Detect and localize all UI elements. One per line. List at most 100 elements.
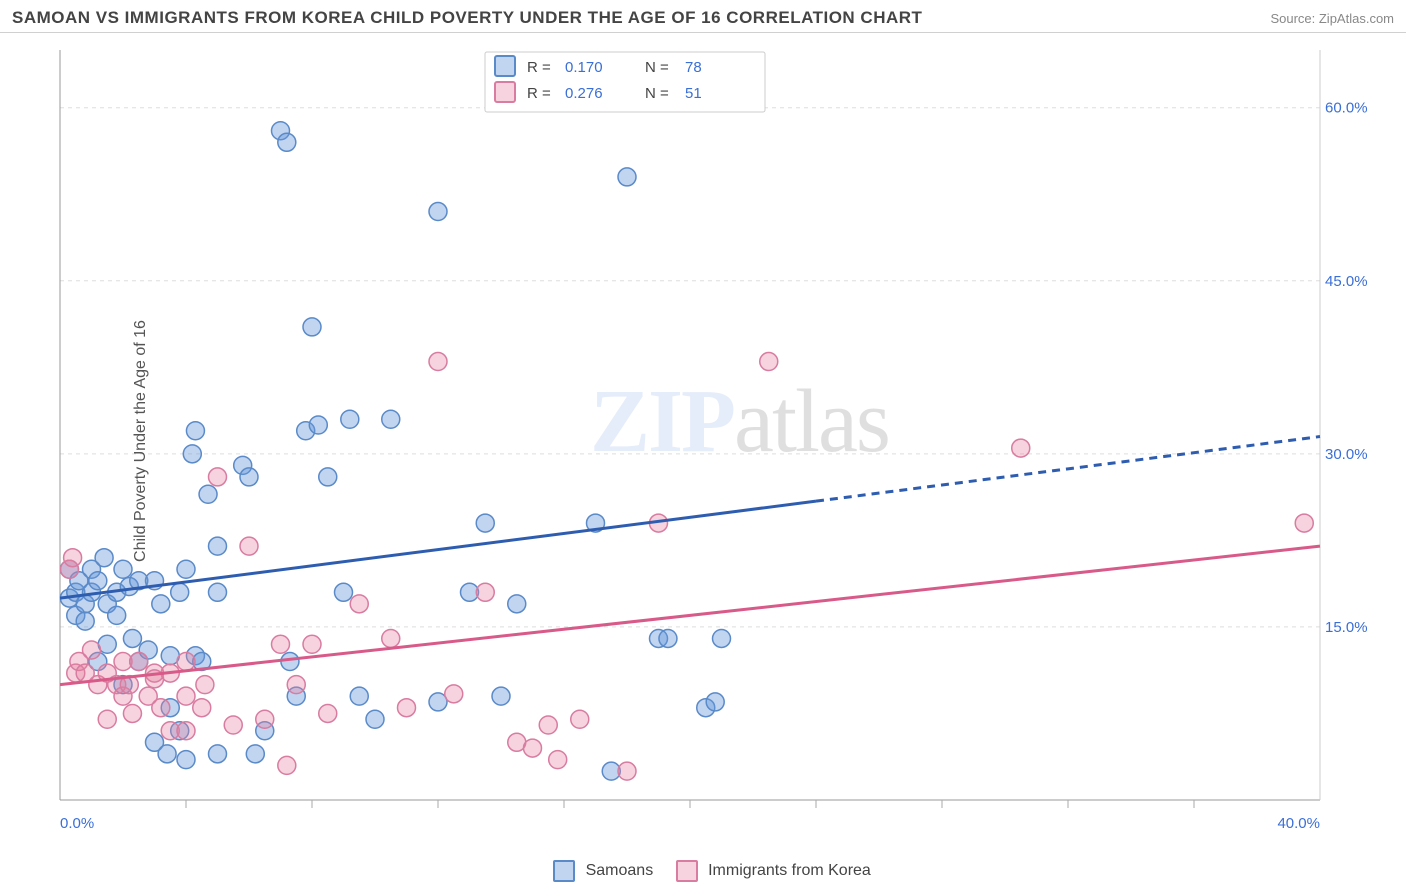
legend-swatch	[495, 82, 515, 102]
data-point	[319, 468, 337, 486]
data-point	[183, 445, 201, 463]
legend-swatch-korea	[676, 860, 698, 882]
trend-line-dashed	[816, 437, 1320, 502]
data-point	[89, 572, 107, 590]
data-point	[83, 641, 101, 659]
data-point	[196, 676, 214, 694]
data-point	[123, 704, 141, 722]
data-point	[240, 468, 258, 486]
data-point	[1012, 439, 1030, 457]
legend-r-value: 0.170	[565, 59, 603, 76]
data-point	[350, 595, 368, 613]
data-point	[571, 710, 589, 728]
chart-title: SAMOAN VS IMMIGRANTS FROM KOREA CHILD PO…	[12, 8, 922, 28]
y-tick-label: 45.0%	[1325, 273, 1368, 290]
data-point	[618, 168, 636, 186]
data-point	[199, 485, 217, 503]
legend-r-value: 0.276	[565, 85, 603, 102]
legend-n-label: N =	[645, 85, 669, 102]
data-point	[524, 739, 542, 757]
legend-n-value: 78	[685, 59, 702, 76]
data-point	[278, 133, 296, 151]
data-point	[177, 687, 195, 705]
legend-r-label: R =	[527, 59, 551, 76]
source-label: Source: ZipAtlas.com	[1270, 11, 1394, 26]
data-point	[256, 710, 274, 728]
y-axis-label: Child Poverty Under the Age of 16	[132, 320, 150, 562]
x-tick-label: 40.0%	[1277, 815, 1320, 832]
data-point	[240, 537, 258, 555]
data-point	[382, 629, 400, 647]
data-point	[186, 422, 204, 440]
legend-n-value: 51	[685, 85, 702, 102]
legend-r-label: R =	[527, 85, 551, 102]
data-point	[224, 716, 242, 734]
data-point	[123, 629, 141, 647]
data-point	[177, 560, 195, 578]
data-point	[492, 687, 510, 705]
data-point	[130, 653, 148, 671]
data-point	[659, 629, 677, 647]
data-point	[177, 653, 195, 671]
data-point	[76, 612, 94, 630]
data-point	[209, 745, 227, 763]
header: SAMOAN VS IMMIGRANTS FROM KOREA CHILD PO…	[0, 0, 1406, 33]
data-point	[366, 710, 384, 728]
data-point	[713, 629, 731, 647]
data-point	[95, 549, 113, 567]
data-point	[398, 699, 416, 717]
y-tick-label: 30.0%	[1325, 446, 1368, 463]
data-point	[382, 410, 400, 428]
data-point	[319, 704, 337, 722]
data-point	[341, 410, 359, 428]
data-point	[209, 537, 227, 555]
x-tick-label: 0.0%	[60, 815, 94, 832]
legend-swatch-samoans	[553, 860, 575, 882]
data-point	[177, 722, 195, 740]
data-point	[539, 716, 557, 734]
data-point	[287, 676, 305, 694]
data-point	[476, 514, 494, 532]
chart-area: Child Poverty Under the Age of 16 15.0% 3…	[30, 40, 1398, 842]
data-point	[429, 353, 447, 371]
data-point	[177, 751, 195, 769]
data-point	[335, 583, 353, 601]
data-point	[706, 693, 724, 711]
bottom-legend: Samoans Immigrants from Korea	[0, 860, 1406, 882]
data-point	[618, 762, 636, 780]
data-point	[114, 560, 132, 578]
data-point	[508, 595, 526, 613]
data-point	[760, 353, 778, 371]
data-point	[108, 606, 126, 624]
y-tick-label: 15.0%	[1325, 619, 1368, 636]
data-point	[209, 468, 227, 486]
data-point	[278, 756, 296, 774]
data-point	[193, 699, 211, 717]
data-point	[350, 687, 368, 705]
trend-line	[60, 546, 1320, 684]
data-point	[1295, 514, 1313, 532]
y-tick-label: 60.0%	[1325, 100, 1368, 117]
data-point	[152, 699, 170, 717]
trend-line	[60, 501, 816, 598]
data-point	[209, 583, 227, 601]
legend-n-label: N =	[645, 59, 669, 76]
data-point	[158, 745, 176, 763]
data-point	[549, 751, 567, 769]
data-point	[272, 635, 290, 653]
chart-container: SAMOAN VS IMMIGRANTS FROM KOREA CHILD PO…	[0, 0, 1406, 892]
data-point	[246, 745, 264, 763]
data-point	[152, 595, 170, 613]
legend-swatch	[495, 56, 515, 76]
data-point	[303, 635, 321, 653]
data-point	[309, 416, 327, 434]
legend-label-korea: Immigrants from Korea	[708, 862, 871, 879]
legend-label-samoans: Samoans	[586, 862, 654, 879]
scatter-chart: 15.0% 30.0% 45.0% 60.0% 0.0% 40.0% R = 0.170 N =…	[30, 40, 1370, 840]
data-point	[429, 203, 447, 221]
data-point	[476, 583, 494, 601]
data-point	[64, 549, 82, 567]
data-point	[171, 583, 189, 601]
data-point	[445, 685, 463, 703]
data-point	[98, 710, 116, 728]
